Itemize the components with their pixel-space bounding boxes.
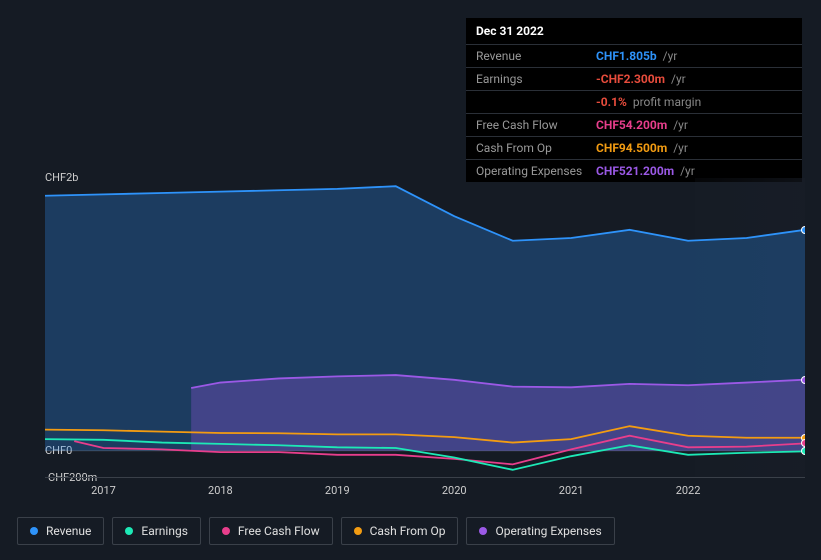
chart: CHF2bCHF0-CHF200m 2017201820192020202120…	[17, 160, 805, 478]
series-endpoint-earnings	[801, 447, 805, 455]
tooltip-row: Earnings-CHF2.300m /yr	[466, 67, 802, 90]
legend-label: Cash From Op	[370, 524, 446, 538]
legend-item-opex[interactable]: Operating Expenses	[466, 517, 614, 545]
x-axis-label: 2021	[559, 484, 584, 497]
x-axis: 2017 2018 2019 2020 2021 2022	[45, 480, 805, 500]
legend-label: Earnings	[141, 524, 188, 538]
legend-dot-icon	[479, 527, 487, 535]
x-axis-label: 2020	[442, 484, 467, 497]
tooltip-row-value: CHF1.805b /yr	[596, 49, 677, 63]
tooltip-row-value: -0.1% profit margin	[596, 95, 701, 109]
tooltip-row: Cash From OpCHF94.500m /yr	[466, 136, 802, 159]
tooltip-row-label: Earnings	[476, 72, 596, 86]
legend-label: Operating Expenses	[495, 524, 601, 538]
legend-dot-icon	[222, 527, 230, 535]
legend-item-fcf[interactable]: Free Cash Flow	[209, 517, 333, 545]
series-endpoint-revenue	[801, 226, 805, 234]
x-axis-label: 2018	[208, 484, 233, 497]
tooltip: Dec 31 2022 RevenueCHF1.805b /yrEarnings…	[466, 18, 802, 182]
legend-dot-icon	[125, 527, 133, 535]
x-axis-label: 2017	[91, 484, 116, 497]
tooltip-row-value: CHF94.500m /yr	[596, 141, 688, 155]
legend-label: Free Cash Flow	[238, 524, 320, 538]
tooltip-row-value: -CHF2.300m /yr	[596, 72, 686, 86]
chart-svg	[45, 178, 805, 478]
legend-label: Revenue	[46, 524, 91, 538]
legend-item-earnings[interactable]: Earnings	[112, 517, 201, 545]
legend-item-revenue[interactable]: Revenue	[17, 517, 104, 545]
series-area-opex	[191, 375, 805, 451]
legend-dot-icon	[30, 527, 38, 535]
x-axis-label: 2022	[676, 484, 701, 497]
chart-plot[interactable]	[45, 178, 805, 478]
tooltip-row-label: Cash From Op	[476, 141, 596, 155]
series-endpoint-fcf	[801, 439, 805, 447]
tooltip-row-label: Revenue	[476, 49, 596, 63]
x-axis-label: 2019	[325, 484, 350, 497]
series-endpoint-opex	[801, 376, 805, 384]
legend-item-cashop[interactable]: Cash From Op	[341, 517, 459, 545]
tooltip-row-value: CHF54.200m /yr	[596, 118, 688, 132]
tooltip-date: Dec 31 2022	[466, 18, 802, 44]
legend-dot-icon	[354, 527, 362, 535]
tooltip-row: RevenueCHF1.805b /yr	[466, 44, 802, 67]
chart-container: Dec 31 2022 RevenueCHF1.805b /yrEarnings…	[0, 0, 821, 560]
legend: Revenue Earnings Free Cash Flow Cash From O…	[17, 517, 615, 545]
tooltip-row: Free Cash FlowCHF54.200m /yr	[466, 113, 802, 136]
tooltip-row: -0.1% profit margin	[466, 90, 802, 113]
tooltip-row-label: Free Cash Flow	[476, 118, 596, 132]
tooltip-row-label	[476, 95, 596, 109]
